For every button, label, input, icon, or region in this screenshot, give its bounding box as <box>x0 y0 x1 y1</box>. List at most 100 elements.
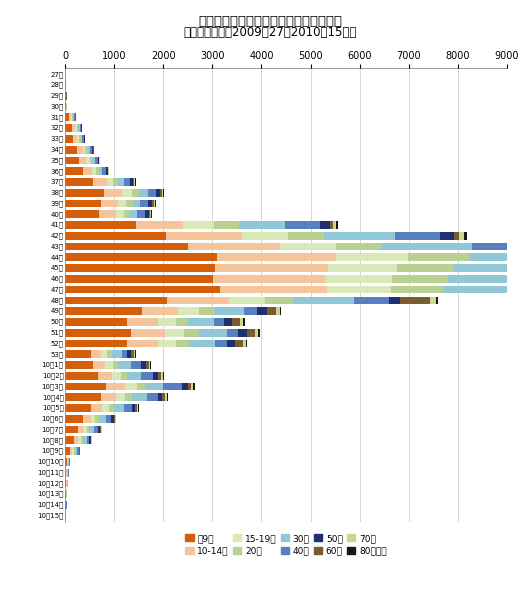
Bar <box>326 275 392 283</box>
Bar <box>71 113 72 122</box>
Bar <box>469 254 520 261</box>
Bar <box>92 156 95 164</box>
Bar <box>181 383 188 391</box>
Bar <box>215 340 227 348</box>
Bar <box>320 221 330 229</box>
Bar <box>255 329 258 336</box>
Bar <box>464 232 466 240</box>
Bar <box>65 383 106 391</box>
Bar <box>65 124 72 132</box>
Bar <box>93 361 106 369</box>
Bar <box>65 458 67 466</box>
Bar <box>163 383 181 391</box>
Bar <box>81 135 82 143</box>
Bar <box>80 124 81 132</box>
Bar <box>166 232 242 240</box>
Bar <box>328 264 397 272</box>
Bar <box>444 286 520 293</box>
Bar <box>167 297 229 304</box>
Bar <box>92 146 93 153</box>
Bar <box>99 211 115 218</box>
Bar <box>74 437 79 444</box>
Bar <box>232 318 240 326</box>
Legend: 〜9歳, 10-14歳, 15-19歳, 20代, 30代, 40代, 50代, 60代, 70代, 80歳以上: 〜9歳, 10-14歳, 15-19歳, 20代, 30代, 40代, 50代,… <box>183 531 389 558</box>
Bar <box>89 146 92 153</box>
Bar <box>116 394 125 401</box>
Bar <box>113 415 115 422</box>
Text: 東京都におけるインフルエンザの報告数: 東京都におけるインフルエンザの報告数 <box>199 15 342 28</box>
Bar <box>189 340 215 348</box>
Bar <box>106 168 108 175</box>
Bar <box>65 135 73 143</box>
Bar <box>176 340 189 348</box>
Bar <box>163 372 164 379</box>
Bar <box>65 199 101 207</box>
Bar <box>65 404 90 412</box>
Bar <box>90 404 102 412</box>
Bar <box>165 329 184 336</box>
Bar <box>136 221 183 229</box>
Bar <box>152 372 158 379</box>
Bar <box>75 124 77 132</box>
Bar <box>130 211 137 218</box>
Bar <box>65 447 70 455</box>
Bar <box>67 458 68 466</box>
Bar <box>285 221 320 229</box>
Bar <box>91 437 92 444</box>
Bar <box>330 221 333 229</box>
Bar <box>87 146 89 153</box>
Bar <box>94 178 107 186</box>
Bar <box>99 415 106 422</box>
Bar <box>83 415 90 422</box>
Bar <box>107 350 112 358</box>
Bar <box>65 254 217 261</box>
Bar <box>84 135 85 143</box>
Bar <box>126 199 133 207</box>
Bar <box>107 178 113 186</box>
Bar <box>102 404 109 412</box>
Bar <box>99 168 102 175</box>
Bar <box>112 350 122 358</box>
Bar <box>65 232 166 240</box>
Bar <box>244 307 257 315</box>
Bar <box>65 415 83 422</box>
Bar <box>239 221 285 229</box>
Bar <box>65 189 104 196</box>
Bar <box>243 318 244 326</box>
Bar <box>125 394 132 401</box>
Bar <box>158 394 162 401</box>
Bar <box>113 404 124 412</box>
Bar <box>83 168 92 175</box>
Bar <box>74 447 75 455</box>
Bar <box>213 275 326 283</box>
Bar <box>112 372 121 379</box>
Bar <box>65 81 66 89</box>
Bar <box>65 211 99 218</box>
Bar <box>151 211 152 218</box>
Bar <box>440 232 454 240</box>
Bar <box>65 394 100 401</box>
Bar <box>145 211 149 218</box>
Bar <box>127 318 158 326</box>
Bar <box>293 297 354 304</box>
Bar <box>158 340 176 348</box>
Bar <box>137 211 145 218</box>
Bar <box>391 286 444 293</box>
Bar <box>72 447 74 455</box>
Bar <box>109 404 113 412</box>
Bar <box>86 437 89 444</box>
Bar <box>150 361 151 369</box>
Bar <box>150 211 151 218</box>
Bar <box>229 297 265 304</box>
Bar <box>152 199 154 207</box>
Bar <box>139 189 148 196</box>
Bar <box>235 340 243 348</box>
Bar <box>134 350 135 358</box>
Bar <box>333 221 336 229</box>
Bar <box>158 372 161 379</box>
Bar <box>65 113 69 122</box>
Bar <box>214 307 244 315</box>
Bar <box>113 178 118 186</box>
Bar <box>65 350 90 358</box>
Bar <box>90 415 95 422</box>
